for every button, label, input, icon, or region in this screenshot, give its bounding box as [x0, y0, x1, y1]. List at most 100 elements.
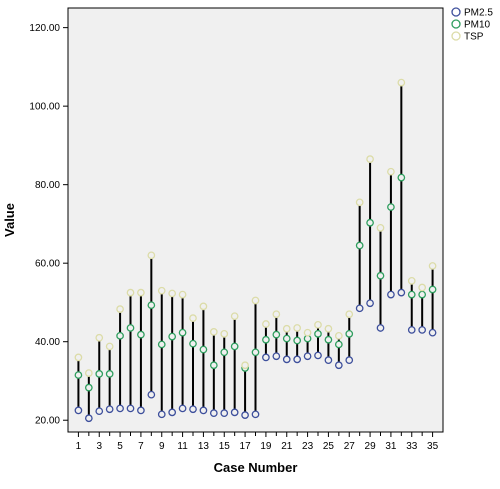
point-pm25 [157, 410, 166, 419]
point-pm25 [220, 409, 229, 418]
point-tsp [241, 361, 249, 370]
x-tick-label: 25 [323, 441, 335, 452]
point-pm10 [251, 348, 260, 357]
point-pm25 [293, 355, 302, 364]
x-tick-label: 17 [240, 441, 252, 452]
point-pm25 [147, 390, 156, 399]
point-pm25 [74, 406, 83, 415]
point-tsp [74, 353, 83, 362]
x-tick-label: 31 [385, 441, 397, 452]
point-pm10 [147, 301, 156, 310]
point-tsp [251, 296, 260, 305]
x-tick-label: 11 [177, 441, 188, 452]
point-pm10 [293, 336, 302, 345]
point-tsp [105, 342, 114, 351]
point-tsp [126, 288, 135, 297]
point-tsp [397, 78, 406, 87]
point-pm25 [116, 404, 124, 413]
x-tick-label: 21 [281, 441, 293, 452]
point-pm10 [314, 330, 322, 338]
point-pm10 [355, 241, 364, 250]
point-pm25 [84, 414, 93, 423]
point-pm25 [189, 405, 197, 414]
point-tsp [178, 290, 187, 299]
point-tsp [147, 251, 156, 260]
x-tick-label: 3 [96, 441, 102, 452]
point-tsp [345, 310, 354, 319]
range-lines [77, 82, 434, 419]
legend-label: PM10 [464, 20, 491, 31]
x-tick-label: 35 [427, 441, 439, 452]
y-axis-title: Value [2, 203, 17, 237]
point-pm25 [272, 352, 281, 361]
x-tick-label: 9 [159, 441, 165, 452]
point-tsp [157, 286, 166, 295]
point-pm25 [178, 404, 187, 413]
point-pm25 [230, 408, 239, 417]
legend-label: TSP [464, 32, 484, 43]
point-pm10 [397, 173, 406, 182]
x-tick-label: 7 [138, 441, 144, 452]
point-pm10 [376, 271, 385, 280]
point-pm10 [230, 342, 239, 351]
point-pm25 [324, 356, 333, 365]
point-pm10 [116, 331, 124, 340]
x-tick-label: 33 [406, 441, 418, 452]
point-tsp [84, 369, 93, 377]
x-tick-label: 5 [117, 441, 123, 452]
point-pm25 [251, 410, 260, 419]
point-pm25 [397, 288, 406, 297]
point-pm25 [105, 405, 114, 414]
point-pm25 [387, 290, 395, 299]
x-tick-label: 29 [365, 441, 377, 452]
point-pm10 [345, 330, 354, 338]
point-tsp [137, 288, 145, 297]
point-pm10 [262, 335, 270, 344]
y-tick-label: 120.00 [29, 23, 60, 34]
point-pm10 [418, 290, 427, 299]
point-tsp [189, 314, 197, 322]
legend-marker [451, 31, 461, 41]
point-tsp [418, 283, 427, 292]
point-pm25 [137, 406, 145, 415]
point-tsp [220, 330, 229, 338]
point-pm25 [345, 356, 354, 365]
data-markers [74, 78, 437, 423]
point-pm10 [74, 371, 83, 379]
point-pm25 [95, 407, 104, 416]
point-pm25 [334, 361, 343, 370]
point-pm10 [387, 203, 395, 211]
legend-label: PM2.5 [464, 8, 493, 19]
point-tsp [387, 167, 395, 176]
legend-marker [451, 7, 461, 17]
point-pm10 [199, 345, 208, 354]
y-tick-label: 60.00 [35, 259, 60, 270]
point-pm10 [168, 332, 177, 341]
point-tsp [168, 289, 177, 298]
point-tsp [303, 328, 312, 337]
x-tick-label: 23 [302, 441, 314, 452]
point-pm10 [95, 370, 104, 378]
legend-marker [451, 19, 461, 29]
point-pm10 [366, 218, 374, 227]
point-pm10 [105, 370, 114, 378]
point-pm25 [366, 299, 374, 308]
point-pm25 [376, 324, 385, 332]
point-pm10 [324, 335, 333, 344]
x-axis: 1 3 5 7 9 11 13 15 17 19 21 23 25 27 29 31 33 35 [76, 432, 439, 452]
point-pm10 [189, 339, 197, 348]
point-tsp [209, 328, 218, 336]
point-tsp [334, 331, 343, 340]
y-axis: 20.00 40.00 60.00 80.00 100.00 120.00 [29, 23, 68, 427]
point-pm10 [178, 328, 187, 337]
point-tsp [314, 320, 322, 329]
y-tick-label: 100.00 [29, 102, 60, 113]
point-tsp [262, 320, 270, 328]
point-pm10 [126, 324, 135, 332]
x-tick-label: 13 [198, 441, 210, 452]
point-pm10 [407, 290, 416, 299]
point-tsp [282, 324, 291, 333]
y-tick-label: 40.00 [35, 337, 60, 348]
x-tick-label: 19 [260, 441, 272, 452]
